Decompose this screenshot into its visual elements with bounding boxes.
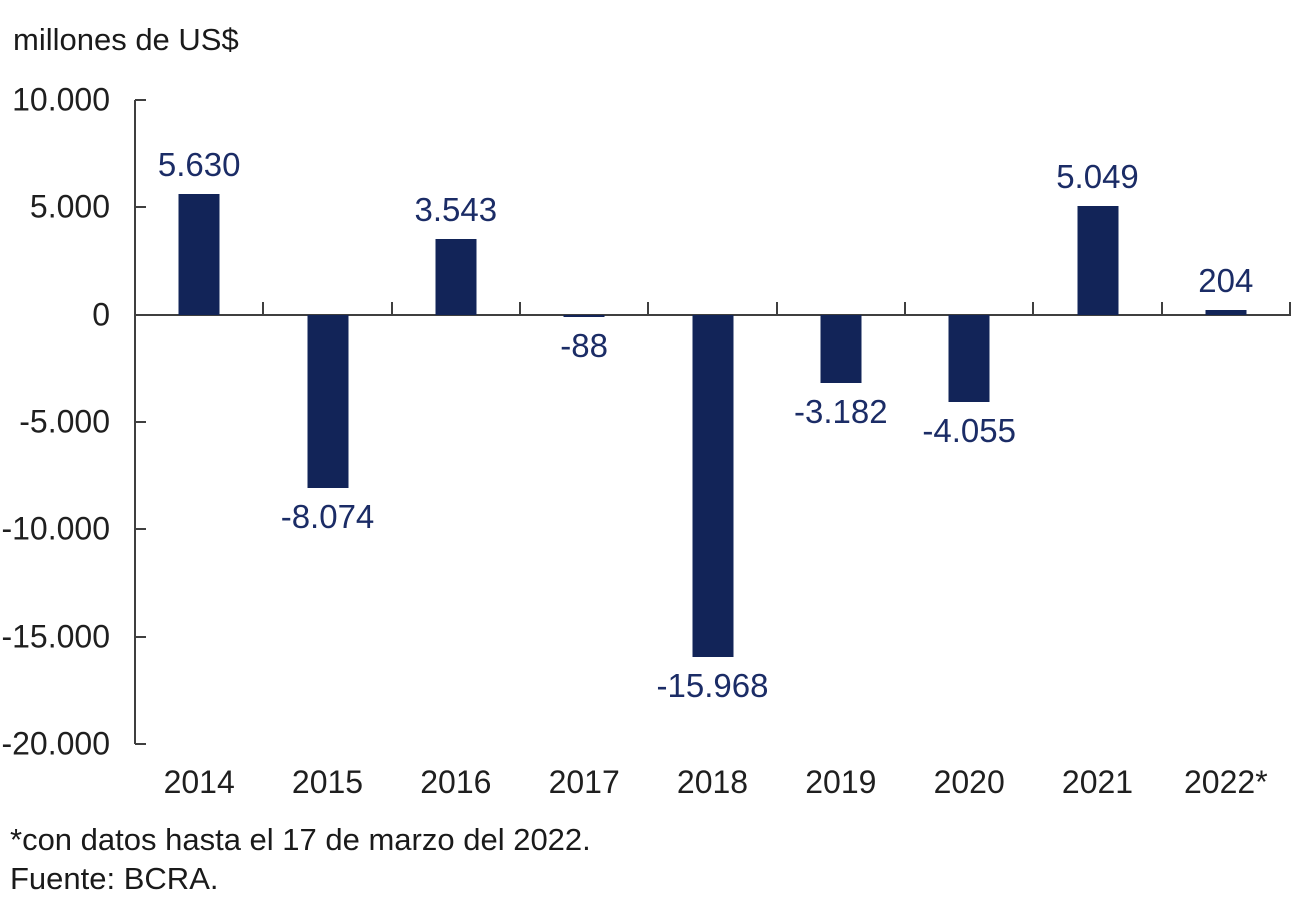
x-boundary-tick-5 (775, 301, 778, 316)
x-tick-label-2019: 2019 (805, 764, 877, 800)
value-label-2018: -15.968 (656, 667, 769, 705)
value-label-2022*: 204 (1198, 262, 1254, 300)
y-tick-label-10000: 10.000 (12, 81, 110, 118)
bar-2014 (178, 193, 220, 315)
bar-2016 (435, 238, 477, 315)
value-label-2014: 5.630 (157, 145, 241, 183)
footnote-source: Fuente: BCRA. (10, 861, 219, 896)
value-label-2015: -8.074 (280, 497, 375, 535)
y-tick-10000 (135, 99, 146, 101)
bar-2022* (1205, 310, 1247, 315)
y-tick-label--15000: -15.000 (1, 618, 110, 655)
x-axis-labels: 2014 2015 2016 2017 2018 2019 2020 2021 2022* (135, 764, 1290, 806)
bar-2020 (948, 314, 990, 402)
plot-area: 5.630 -8.074 3.543 -88 -15.968 -3.182 -4.055 5.… (134, 99, 1291, 745)
bar-2021 (1077, 206, 1118, 315)
y-tick-label--10000: -10.000 (1, 510, 110, 547)
bar-2019 (820, 314, 862, 383)
y-tick--15000 (135, 635, 146, 638)
x-tick-label-2020: 2020 (933, 764, 1005, 800)
y-tick-label--20000: -20.000 (1, 725, 110, 762)
x-boundary-tick-2 (390, 301, 393, 316)
y-axis-units-label: millones de US$ (13, 22, 239, 57)
x-tick-label-2022*: 2022* (1184, 764, 1268, 800)
x-boundary-tick-7 (1032, 301, 1035, 316)
x-tick-label-2021: 2021 (1061, 764, 1134, 800)
footnote-asterisk: *con datos hasta el 17 de marzo del 2022… (10, 822, 591, 857)
bar-2018 (692, 314, 733, 658)
bar-2017 (563, 314, 605, 317)
x-tick-label-2018: 2018 (676, 764, 749, 800)
x-tick-label-2017: 2017 (548, 764, 620, 800)
x-boundary-tick-8 (1160, 301, 1163, 316)
value-label-2020: -4.055 (922, 411, 1016, 449)
x-boundary-tick-4 (647, 301, 650, 316)
x-tick-label-2014: 2014 (163, 764, 235, 800)
y-tick--10000 (135, 528, 146, 531)
y-tick--20000 (135, 743, 146, 745)
x-boundary-tick-1 (262, 301, 265, 316)
bar-2015 (307, 314, 348, 488)
value-label-2021: 5.049 (1056, 158, 1139, 196)
value-label-2017: -88 (560, 326, 609, 364)
y-tick-label-0: 0 (92, 296, 110, 333)
x-boundary-tick-6 (903, 301, 906, 316)
value-label-2016: 3.543 (414, 190, 498, 228)
value-label-2019: -3.182 (794, 392, 888, 430)
x-tick-label-2015: 2015 (291, 764, 364, 800)
footnotes: *con datos hasta el 17 de marzo del 2022… (10, 820, 591, 898)
y-axis-labels: 10.000 5.000 0 -5.000 -10.000 -15.000 -20.000 (0, 82, 110, 762)
y-tick-label-5000: 5.000 (29, 188, 110, 225)
y-tick-5000 (135, 206, 146, 209)
x-tick-label-2016: 2016 (420, 764, 492, 800)
x-boundary-tick-9 (1289, 301, 1291, 316)
y-tick--5000 (135, 421, 146, 423)
y-tick-label--5000: -5.000 (19, 403, 110, 440)
x-boundary-tick-3 (518, 301, 521, 316)
